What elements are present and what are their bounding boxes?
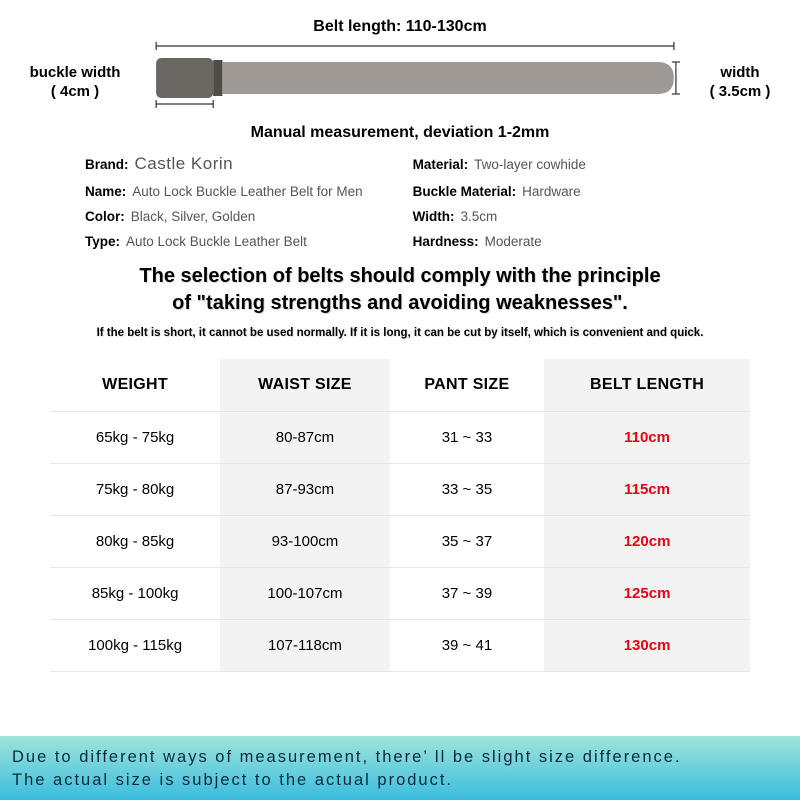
table-cell: 85kg - 100kg — [50, 567, 220, 619]
table-cell: 100kg - 115kg — [50, 619, 220, 671]
table-cell: 100-107cm — [220, 567, 390, 619]
table-cell: 115cm — [544, 463, 750, 515]
spec-label: Name: — [85, 184, 126, 199]
table-header: BELT LENGTH — [544, 359, 750, 411]
table-cell: 80-87cm — [220, 411, 390, 463]
principle-block: The selection of belts should comply wit… — [0, 249, 800, 345]
table-cell: 80kg - 85kg — [50, 515, 220, 567]
spec-value: Auto Lock Buckle Leather Belt for Men — [132, 184, 362, 199]
belt-svg — [150, 42, 680, 122]
spec-value: Moderate — [485, 234, 542, 249]
table-row: 75kg - 80kg87-93cm33 ~ 35115cm — [50, 463, 750, 515]
buckle-width-label: buckle width ( 4cm ) — [0, 63, 150, 102]
spec-row: Buckle Material: Hardware — [413, 184, 715, 199]
strap-width-label: width ( 3.5cm ) — [680, 63, 800, 102]
spec-label: Hardness: — [413, 234, 479, 249]
table-header: WAIST SIZE — [220, 359, 390, 411]
size-table: WEIGHTWAIST SIZEPANT SIZEBELT LENGTH65kg… — [50, 359, 750, 672]
table-cell: 37 ~ 39 — [390, 567, 544, 619]
spec-value: Two-layer cowhide — [474, 157, 586, 172]
spec-row: Name: Auto Lock Buckle Leather Belt for M… — [85, 184, 413, 199]
table-cell: 65kg - 75kg — [50, 411, 220, 463]
principle-title: The selection of belts should comply wit… — [60, 263, 740, 317]
table-cell: 87-93cm — [220, 463, 390, 515]
brand-logo: Castle Korin — [135, 154, 234, 174]
table-row: 80kg - 85kg93-100cm35 ~ 37120cm — [50, 515, 750, 567]
spec-value: Auto Lock Buckle Leather Belt — [126, 234, 307, 249]
table-cell: 33 ~ 35 — [390, 463, 544, 515]
spec-row: Material: Two-layer cowhide — [413, 154, 715, 174]
table-cell: 125cm — [544, 567, 750, 619]
table-cell: 120cm — [544, 515, 750, 567]
spec-value: Hardware — [522, 184, 581, 199]
table-row: 65kg - 75kg80-87cm31 ~ 33110cm — [50, 411, 750, 463]
manual-measurement-note: Manual measurement, deviation 1-2mm — [0, 124, 800, 142]
spec-label: Buckle Material: — [413, 184, 517, 199]
principle-subtitle: If the belt is short, it cannot be used … — [60, 327, 740, 339]
table-cell: 39 ~ 41 — [390, 619, 544, 671]
belt-length-label: Belt length: 110-130cm — [0, 18, 800, 36]
spec-label: Material: — [413, 157, 469, 172]
table-cell: 107-118cm — [220, 619, 390, 671]
table-cell: 75kg - 80kg — [50, 463, 220, 515]
spec-value: Black, Silver, Golden — [131, 209, 256, 224]
table-cell: 93-100cm — [220, 515, 390, 567]
table-cell: 31 ~ 33 — [390, 411, 544, 463]
spec-label: Width: — [413, 209, 455, 224]
table-header: WEIGHT — [50, 359, 220, 411]
spec-row: Type: Auto Lock Buckle Leather Belt — [85, 234, 413, 249]
spec-row: Hardness: Moderate — [413, 234, 715, 249]
footer-line-1: Due to different ways of measurement, th… — [12, 746, 788, 769]
specs-grid: Brand: Castle Korin Material: Two-layer cow… — [0, 150, 800, 249]
belt-diagram: Belt length: 110-130cm buckle width ( 4c… — [0, 0, 800, 150]
spec-label: Brand: — [85, 157, 129, 172]
spec-row: Color: Black, Silver, Golden — [85, 209, 413, 224]
spec-label: Color: — [85, 209, 125, 224]
spec-row: Width: 3.5cm — [413, 209, 715, 224]
spec-label: Type: — [85, 234, 120, 249]
spec-row: Brand: Castle Korin — [85, 154, 413, 174]
footer-line-2: The actual size is subject to the actual… — [12, 769, 788, 792]
table-cell: 130cm — [544, 619, 750, 671]
spec-value: 3.5cm — [460, 209, 497, 224]
table-row: 85kg - 100kg100-107cm37 ~ 39125cm — [50, 567, 750, 619]
table-cell: 110cm — [544, 411, 750, 463]
table-row: 100kg - 115kg107-118cm39 ~ 41130cm — [50, 619, 750, 671]
table-header: PANT SIZE — [390, 359, 544, 411]
table-cell: 35 ~ 37 — [390, 515, 544, 567]
footer-note: Due to different ways of measurement, th… — [0, 736, 800, 800]
